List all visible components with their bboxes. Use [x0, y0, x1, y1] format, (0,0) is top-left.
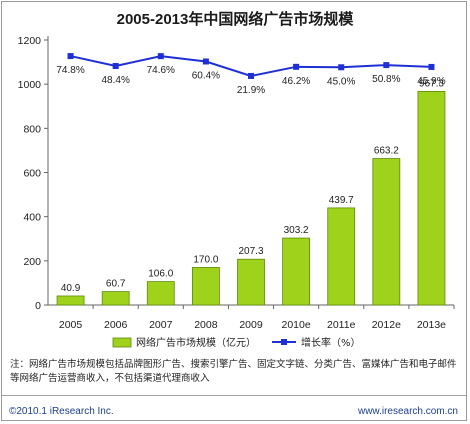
x-tick-label: 2005: [59, 319, 83, 331]
legend-line-marker: [281, 339, 287, 345]
growth-marker-2010e: [293, 63, 300, 70]
growth-value-label: 46.2%: [282, 76, 310, 87]
growth-value-label: 60.4%: [192, 70, 220, 81]
growth-marker-2009: [248, 72, 254, 79]
bar-2006: [101, 291, 130, 306]
growth-marker-2007: [157, 53, 164, 60]
x-tick-label: 2006: [104, 319, 128, 331]
bar-2009: [237, 258, 265, 306]
bar-2008: [191, 267, 220, 306]
bar-value-label: 439.7: [329, 195, 354, 206]
bar-2007: [146, 281, 175, 306]
line-layer: [67, 53, 435, 79]
legend: 网络广告市场规模（亿元） 增长率（%）: [112, 336, 361, 349]
growth-value-label: 48.4%: [101, 75, 129, 86]
y-tick-label: 1000: [18, 79, 42, 91]
copyright-text: ©2010.1 iResearch Inc.: [9, 406, 114, 417]
bar-value-label: 170.0: [193, 254, 218, 265]
growth-marker-2013e: [428, 63, 435, 70]
bar-layer: [56, 90, 446, 306]
x-tick-label: 2013e: [417, 319, 446, 331]
bar-2011e: [327, 207, 356, 306]
chart-note: 注：网络广告市场规模包括品牌图形广告、搜索引擎广告、固定文字链、分类广告、富媒体…: [10, 359, 457, 384]
bar-2012e: [372, 158, 401, 306]
y-tick-label: 0: [35, 300, 41, 312]
y-tick-label: 400: [23, 212, 41, 224]
x-tick-label: 2007: [149, 319, 173, 331]
growth-marker-2006: [112, 62, 119, 69]
label-layer: 40.9 60.7 106.0 170.0 207.3 303.2 439.7 663.2 96…: [56, 65, 445, 294]
bar-value-label: 303.2: [284, 225, 309, 236]
site-link[interactable]: www.iresearch.com.cn: [357, 406, 458, 417]
bar-value-label: 106.0: [148, 269, 173, 280]
growth-value-label: 74.6%: [147, 65, 175, 76]
footer-divider: [2, 395, 466, 421]
bar-2013e: [417, 90, 446, 306]
x-tick-label: 2012e: [372, 319, 401, 331]
growth-marker-2011e: [338, 64, 345, 71]
y-tick-label: 800: [23, 123, 41, 135]
chart-title: 2005-2013年中国网络广告市场规模: [117, 10, 355, 28]
bar-2010e: [282, 237, 311, 306]
x-tick-label: 2008: [194, 319, 218, 331]
growth-marker-2005: [67, 53, 74, 60]
x-tick-label: 2011e: [327, 319, 356, 331]
growth-value-label: 74.8%: [56, 65, 84, 76]
bar-value-label: 663.2: [374, 146, 399, 157]
growth-value-label: 50.8%: [372, 74, 400, 85]
axis-layer: 0 200 400 600 800 1000 1200 2005 2006 2007 2008 200…: [18, 35, 455, 331]
bar-2005: [56, 295, 85, 306]
bar-value-label: 60.7: [106, 279, 126, 290]
growth-value-label: 21.9%: [237, 85, 265, 96]
growth-value-label: 45.9%: [417, 76, 445, 87]
legend-bar-label: 网络广告市场规模（亿元）: [136, 336, 256, 349]
growth-value-label: 45.0%: [327, 76, 355, 87]
x-tick-label: 2009: [239, 319, 263, 331]
y-tick-label: 600: [23, 168, 41, 180]
y-tick-label: 1200: [18, 35, 42, 47]
x-tick-label: 2010e: [282, 319, 311, 331]
y-tick-label: 200: [23, 256, 41, 268]
growth-marker-2012e: [383, 62, 390, 69]
growth-marker-2008: [202, 58, 209, 65]
bar-value-label: 207.3: [238, 246, 263, 257]
legend-line-label: 增长率（%）: [301, 336, 361, 349]
legend-bar-swatch: [112, 337, 132, 348]
chart-canvas: 2005-2013年中国网络广告市场规模 0 200 400 600 800 1000 12…: [18, 10, 455, 349]
bar-value-label: 40.9: [61, 283, 81, 294]
bar-value-label: 967.3: [419, 78, 444, 89]
